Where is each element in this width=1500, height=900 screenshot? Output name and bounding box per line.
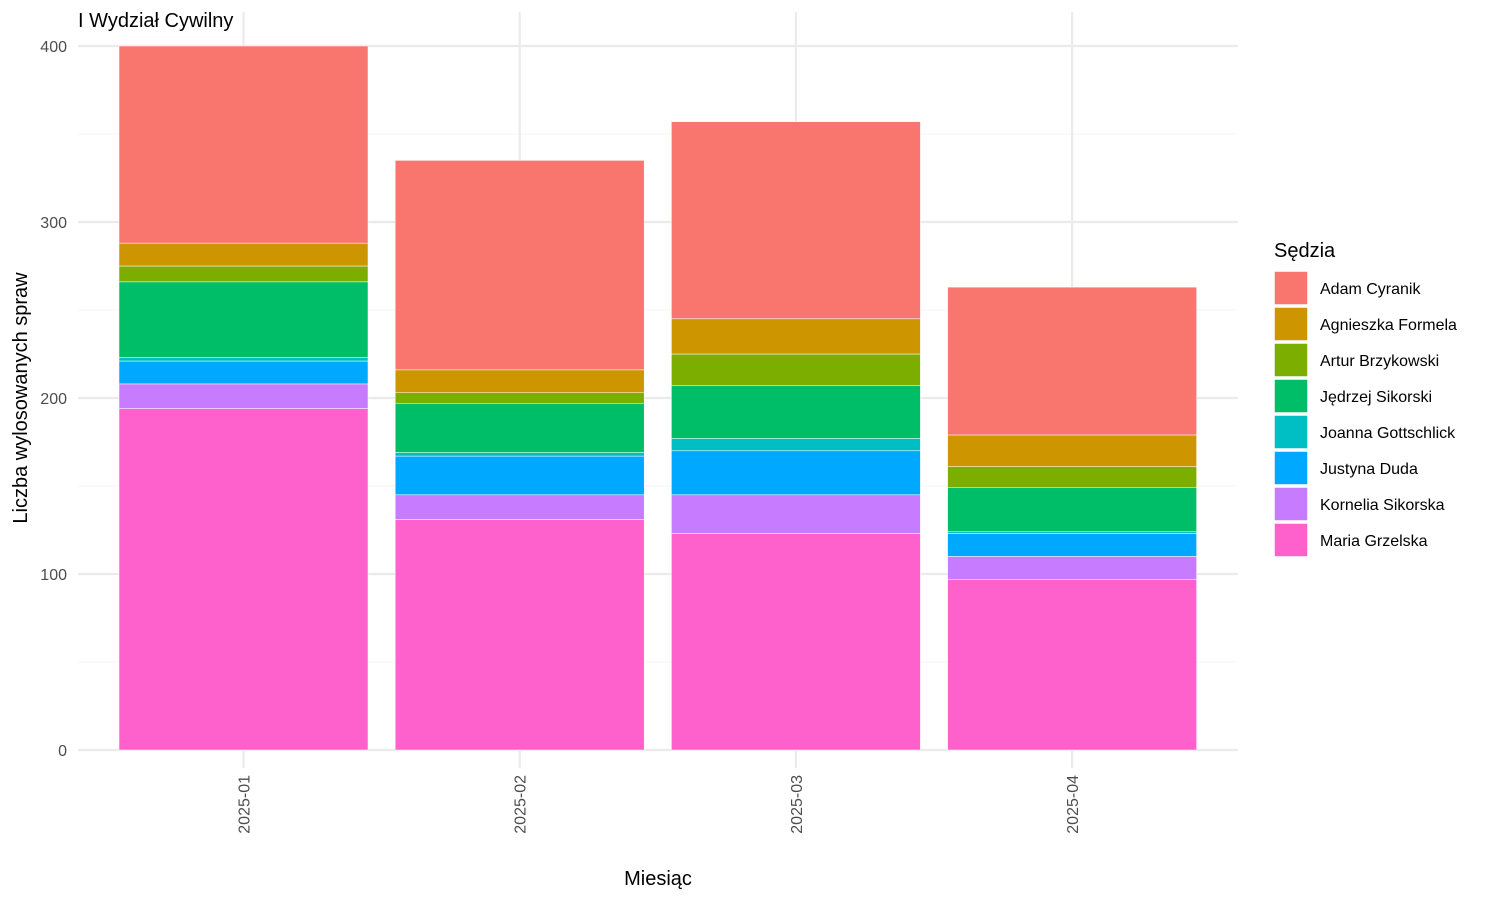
bar-segment [394,369,645,393]
bar-segment [671,318,921,355]
bar-segment [671,450,921,496]
bar-segment [947,533,1197,557]
bar-segment [394,392,645,404]
x-tick-label: 2025-03 [789,775,806,834]
legend-swatch [1273,342,1309,378]
legend-swatch [1273,522,1309,558]
bar-segment [394,452,645,457]
bar-segment [947,434,1197,467]
y-tick-label: 200 [40,391,67,408]
legend-swatch [1273,414,1309,450]
bar-segment [671,533,921,751]
legend-label: Maria Grzelska [1320,533,1428,550]
bar-segment [118,360,369,385]
legend-label: Adam Cyranik [1320,281,1421,298]
legend-swatch [1273,270,1309,306]
bar-segment [394,455,645,496]
legend: Sędzia Adam Cyranik Agnieszka Formela Artu… [1273,240,1457,558]
bar-segment [118,357,369,362]
bar-segment [118,408,369,751]
legend-title: Sędzia [1274,240,1336,262]
bar-segment [118,242,369,267]
bars [118,45,1197,751]
x-axis-title: Miesiąc [624,868,692,890]
bar-segment [947,531,1197,534]
legend-label: Jędrzej Sikorski [1320,389,1432,406]
legend-label: Kornelia Sikorska [1320,497,1445,514]
bar-segment [947,286,1197,436]
bar-segment [947,466,1197,489]
legend-swatch [1273,378,1309,414]
legend-swatch [1273,306,1309,342]
bar-segment [394,519,645,751]
x-axis: 2025-01 2025-02 2025-03 2025-04 [237,775,1083,834]
bar-segment [947,487,1197,533]
legend-label: Artur Brzykowski [1320,353,1439,370]
chart-title: I Wydział Cywilny [78,10,233,32]
x-tick-label: 2025-02 [513,775,530,834]
legend-label: Joanna Gottschlick [1320,425,1456,442]
y-tick-label: 100 [40,567,67,584]
bar-segment [947,579,1197,751]
bar-segment [671,385,921,439]
y-tick-label: 0 [58,743,67,760]
legend-label: Justyna Duda [1320,461,1418,478]
bar-segment [671,438,921,452]
legend-swatch [1273,486,1309,522]
bar-segment [118,265,369,283]
bar-segment [394,403,645,453]
y-axis: 0 100 200 300 400 [40,39,67,760]
bar-segment [394,160,645,371]
legend-swatch [1273,450,1309,486]
bar-segment [671,353,921,386]
bar-segment [118,383,369,409]
bar-segment [118,281,369,358]
y-axis-title: Liczba wylosowanych spraw [10,272,32,524]
y-tick-label: 300 [40,215,67,232]
bar-segment [118,45,369,244]
y-tick-label: 400 [40,39,67,56]
bar-segment [671,494,921,534]
bar-segment [947,556,1197,580]
legend-label: Agnieszka Formela [1320,317,1457,334]
bar-segment [394,494,645,520]
x-tick-label: 2025-04 [1065,775,1082,834]
x-tick-label: 2025-01 [237,775,254,834]
bar-segment [671,121,921,320]
